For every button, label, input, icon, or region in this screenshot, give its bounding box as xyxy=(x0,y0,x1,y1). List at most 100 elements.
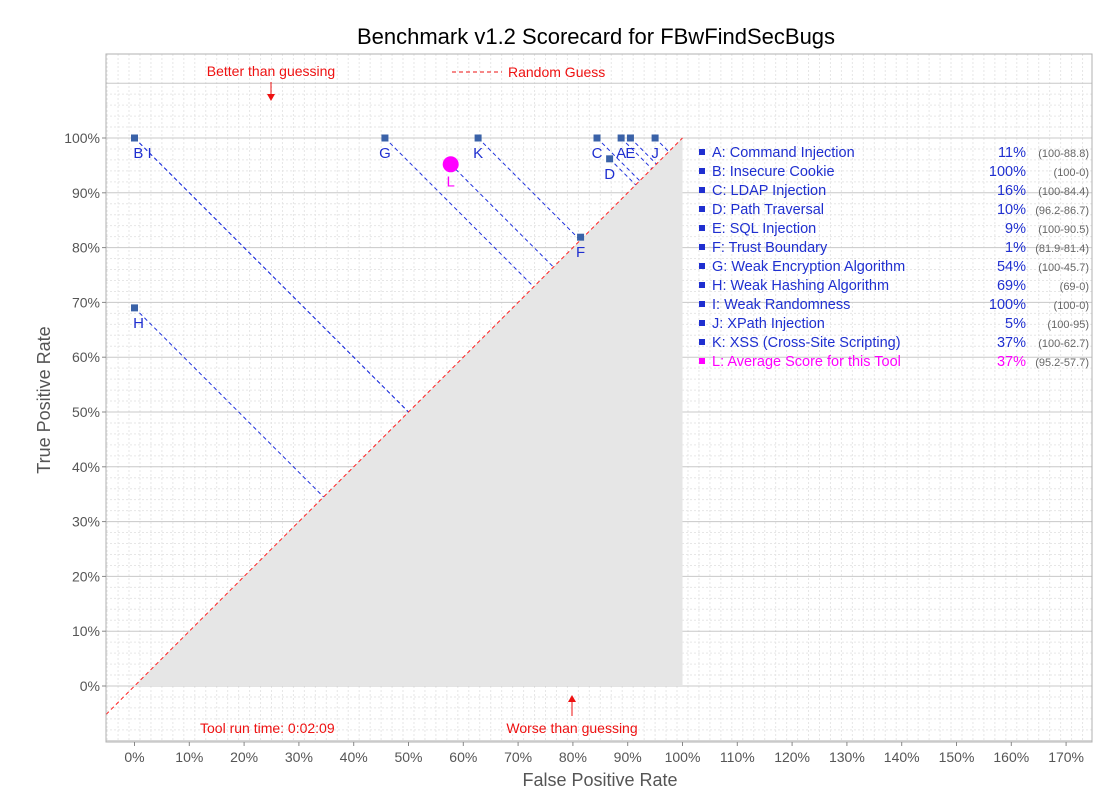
legend-label-j: J: XPath Injection xyxy=(712,316,825,332)
point-label-b-i: B I xyxy=(133,145,151,162)
range-line-a xyxy=(620,137,653,170)
better-than-guessing-label: Better than guessing xyxy=(207,63,335,79)
range-line-g xyxy=(384,137,535,288)
point-h xyxy=(131,304,138,312)
score-range-lines xyxy=(134,137,670,498)
legend-label-b: B: Insecure Cookie xyxy=(712,164,835,180)
point-d xyxy=(606,155,614,163)
legend-label-c: C: LDAP Injection xyxy=(712,183,826,199)
legend-score-l: 37% xyxy=(997,354,1026,370)
x-tick-label: 50% xyxy=(394,749,422,765)
range-line-l xyxy=(450,163,554,268)
legend-label-i: I: Weak Randomness xyxy=(712,297,850,313)
plot-border xyxy=(105,53,1093,743)
point-f xyxy=(577,233,585,241)
legend-range-i: (100-0) xyxy=(1054,300,1089,312)
point-i xyxy=(131,134,138,142)
x-tick-label: 90% xyxy=(614,749,642,765)
point-c xyxy=(593,134,601,142)
x-axis-label: False Positive Rate xyxy=(522,770,677,790)
legend-range-c: (100-84.4) xyxy=(1038,186,1089,198)
legend-marker-f xyxy=(699,244,705,250)
y-tick-label: 30% xyxy=(72,514,100,530)
point-label-c: C xyxy=(592,145,603,162)
y-tick-label: 70% xyxy=(72,294,100,310)
point-label-a: A xyxy=(616,145,626,162)
legend-score-k: 37% xyxy=(997,335,1026,351)
x-tick-label: 100% xyxy=(665,749,701,765)
legend-label-a: A: Command Injection xyxy=(712,145,855,161)
legend-marker-b xyxy=(699,168,705,174)
legend-label-f: F: Trust Boundary xyxy=(712,240,828,256)
legend-score-j: 5% xyxy=(1005,316,1026,332)
chart-title: Benchmark v1.2 Scorecard for FBwFindSecB… xyxy=(357,24,835,49)
x-tick-label: 40% xyxy=(340,749,368,765)
legend: A: Command Injection 11% (100-88.8) B: Inse… xyxy=(699,145,1089,370)
legend-label-e: E: SQL Injection xyxy=(712,221,816,237)
x-tick-label: 30% xyxy=(285,749,313,765)
legend-marker-i xyxy=(699,301,705,307)
worse-than-guessing-label: Worse than guessing xyxy=(506,720,637,736)
y-tick-label: 90% xyxy=(72,185,100,201)
legend-marker-l xyxy=(699,358,705,364)
x-tick-label: 60% xyxy=(449,749,477,765)
point-label-g: G xyxy=(379,145,391,162)
range-line-d xyxy=(609,158,636,186)
point-g xyxy=(381,134,389,142)
point-label-e: E xyxy=(625,145,635,162)
y-tick-label: 80% xyxy=(72,240,100,256)
point-k xyxy=(474,134,482,142)
point-e xyxy=(626,134,634,142)
x-tick-label: 20% xyxy=(230,749,258,765)
legend-score-f: 1% xyxy=(1005,240,1026,256)
legend-label-l: L: Average Score for this Tool xyxy=(712,354,901,370)
x-tick-label: 130% xyxy=(829,749,865,765)
point-label-l: L xyxy=(447,173,455,190)
legend-score-a: 11% xyxy=(998,145,1026,161)
better-arrow-head xyxy=(267,94,275,101)
legend-marker-a xyxy=(699,149,705,155)
random-guess-label: Random Guess xyxy=(508,64,605,80)
range-line-i xyxy=(134,137,409,413)
legend-score-b: 100% xyxy=(989,164,1026,180)
x-tick-label: 10% xyxy=(175,749,203,765)
x-tick-label: 0% xyxy=(124,749,144,765)
y-tick-label: 40% xyxy=(72,459,100,475)
legend-range-g: (100-45.7) xyxy=(1038,262,1089,274)
legend-range-h: (69-0) xyxy=(1060,281,1089,293)
y-tick-label: 20% xyxy=(72,568,100,584)
x-tick-label: 80% xyxy=(559,749,587,765)
y-axis-label: True Positive Rate xyxy=(34,326,54,473)
x-tick-label: 120% xyxy=(774,749,810,765)
range-line-e xyxy=(630,137,657,165)
x-tick-label: 150% xyxy=(939,749,975,765)
random-guess-line xyxy=(105,137,683,715)
y-tick-label: 0% xyxy=(80,678,100,694)
y-axis: 0% 10% 20% 30% 40% 50% 60% 70% 80% 90% 100% xyxy=(64,130,106,694)
range-line-k xyxy=(477,137,581,241)
legend-score-i: 100% xyxy=(989,297,1026,313)
point-label-h: H xyxy=(133,315,144,332)
legend-marker-g xyxy=(699,263,705,269)
legend-marker-d xyxy=(699,206,705,212)
legend-label-h: H: Weak Hashing Algorithm xyxy=(712,278,889,294)
legend-score-d: 10% xyxy=(997,202,1026,218)
legend-score-g: 54% xyxy=(997,259,1026,275)
x-tick-label: 140% xyxy=(884,749,920,765)
legend-range-b: (100-0) xyxy=(1054,167,1089,179)
point-average-l xyxy=(442,156,459,173)
x-tick-label: 110% xyxy=(720,749,755,765)
y-tick-label: 60% xyxy=(72,349,100,365)
legend-range-d: (96.2-86.7) xyxy=(1035,205,1089,217)
x-tick-label: 70% xyxy=(504,749,532,765)
legend-marker-e xyxy=(699,225,705,231)
y-tick-label: 50% xyxy=(72,404,100,420)
legend-marker-k xyxy=(699,339,705,345)
legend-score-c: 16% xyxy=(997,183,1026,199)
legend-range-e: (100-90.5) xyxy=(1038,224,1089,236)
legend-score-e: 9% xyxy=(1005,221,1026,237)
range-line-h xyxy=(134,307,324,498)
